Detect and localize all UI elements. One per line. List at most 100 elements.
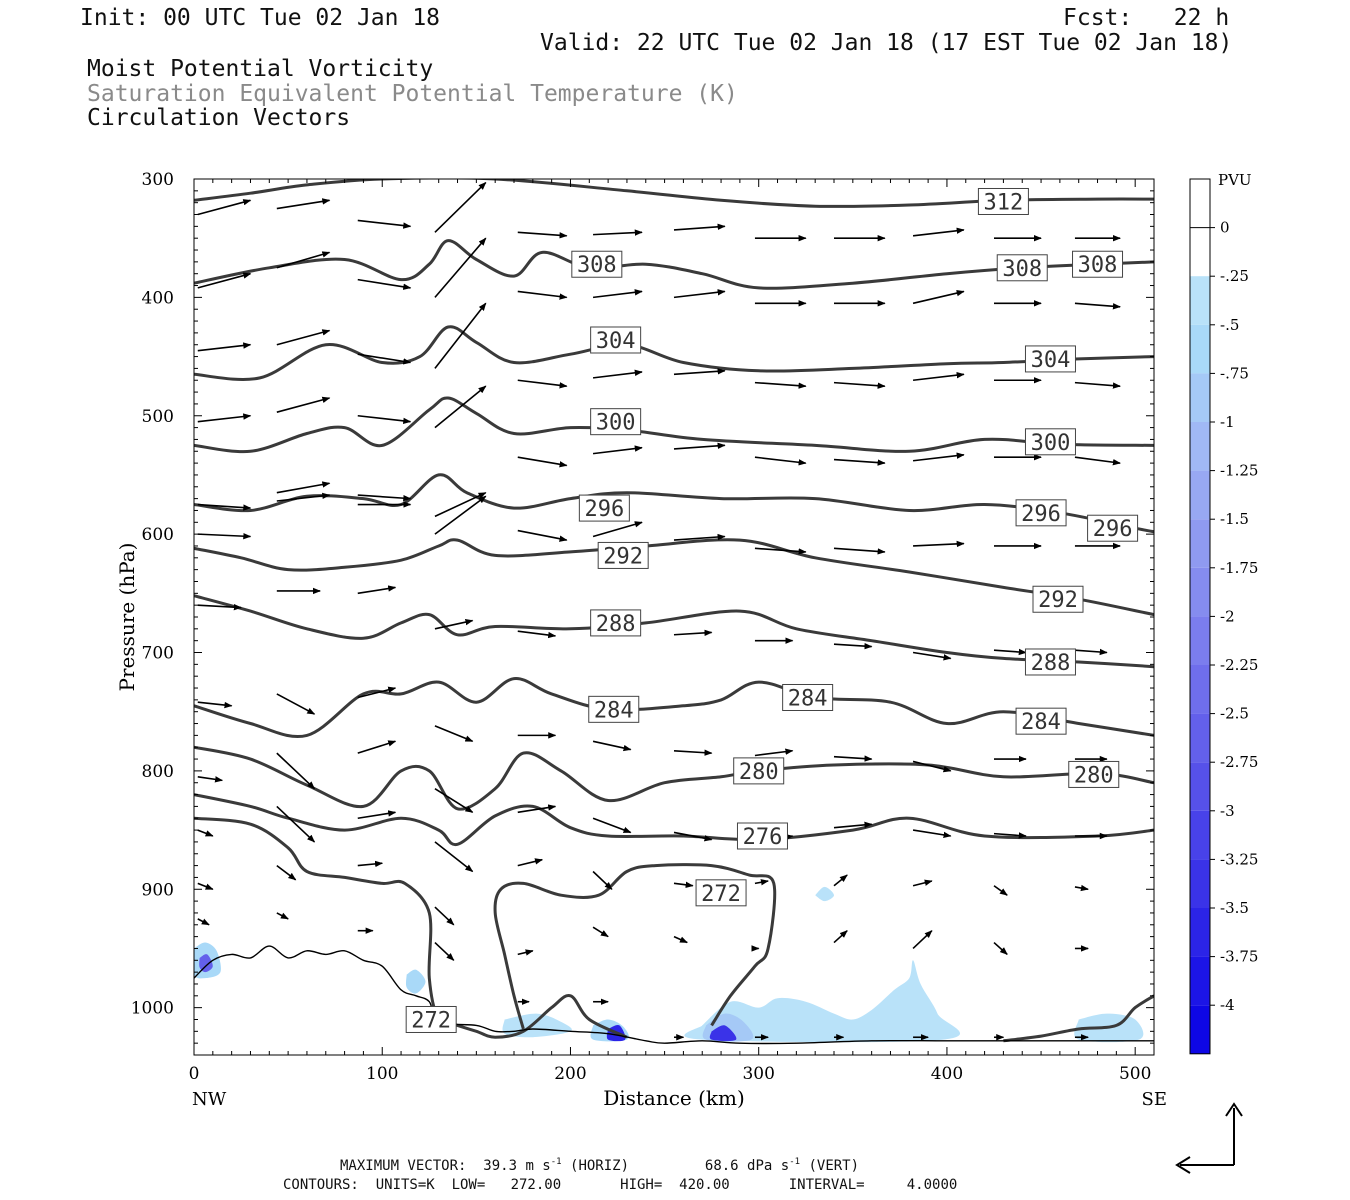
contour-label: 292	[603, 544, 643, 569]
colorbar-label: -3	[1220, 802, 1235, 820]
contour-label: 296	[584, 497, 624, 522]
vector	[434, 941, 455, 961]
vector	[357, 278, 412, 290]
vector	[593, 229, 643, 236]
colorbar-swatch	[1190, 276, 1210, 325]
contour-label-box	[1068, 760, 1120, 788]
vector	[517, 529, 568, 542]
pv-region-2	[405, 969, 426, 994]
contour-label-box	[977, 187, 1029, 215]
contour-label: 304	[596, 329, 636, 354]
max-vector-note: MAXIMUM VECTOR: 39.3 m s-1 (HORIZ) 68.6 …	[340, 1157, 859, 1174]
y-tick-label: 900	[142, 880, 174, 900]
colorbar-unit: PVU	[1218, 171, 1252, 189]
colorbar-swatch	[1190, 859, 1210, 908]
contour-296-4	[194, 473, 1154, 534]
vector	[592, 817, 632, 834]
vector	[357, 414, 412, 425]
colorbar-swatch	[1190, 373, 1210, 422]
vector	[673, 831, 713, 842]
vector	[434, 181, 487, 233]
vector	[592, 521, 643, 538]
vector	[592, 870, 613, 890]
vector	[276, 805, 316, 843]
contour-280-8	[194, 745, 1154, 811]
colorbar-swatch	[1190, 762, 1210, 811]
colorbar-swatch	[1190, 227, 1210, 277]
contour-label-box	[1087, 514, 1139, 542]
vector	[434, 725, 474, 743]
contour-label: 300	[1031, 431, 1071, 456]
colorbar-label: -1.5	[1220, 510, 1249, 528]
y-tick-label: 300	[142, 170, 174, 190]
max-horiz-tail: (HORIZ)	[570, 1158, 630, 1174]
pv-shading-layer	[194, 886, 1144, 1043]
vector	[276, 481, 331, 494]
vector	[197, 603, 242, 611]
vector	[592, 369, 643, 379]
vector	[1074, 456, 1121, 466]
init-time: Init: 00 UTC Tue 02 Jan 18	[80, 5, 441, 31]
y-tick-label: 700	[142, 644, 174, 664]
contour-label-box	[597, 541, 649, 569]
vector	[276, 693, 316, 715]
reference-vector-icon	[1175, 1102, 1243, 1174]
contour-label: 308	[1002, 257, 1042, 282]
contour-label-box	[733, 757, 785, 785]
contour-label-box	[590, 408, 642, 436]
terrain	[194, 945, 1154, 1045]
vector	[517, 630, 557, 639]
colorbar-label: -2.75	[1220, 753, 1258, 771]
vector	[276, 329, 331, 346]
vector	[357, 353, 412, 365]
colorbar-swatch	[1190, 956, 1210, 1006]
vector	[912, 879, 933, 887]
contour-label-box	[736, 822, 788, 850]
contour-label-box	[405, 1005, 457, 1033]
vector	[197, 701, 233, 709]
vector	[592, 289, 643, 299]
contour-300-3	[194, 396, 1154, 454]
x-tick-label: 500	[1119, 1064, 1151, 1084]
exp-v: -1	[789, 1157, 801, 1167]
vector	[993, 885, 1008, 896]
vector	[754, 748, 794, 757]
contour-label: 308	[577, 253, 617, 278]
vector	[993, 832, 1027, 839]
colorbar-swatch	[1190, 179, 1210, 228]
vector	[592, 445, 643, 455]
x-tick-label: 100	[366, 1064, 398, 1084]
contour-label: 296	[1093, 517, 1133, 542]
colorbar-label: -3.5	[1220, 899, 1249, 917]
colorbar-swatch	[1190, 810, 1210, 860]
terrain-line	[194, 945, 1154, 1045]
contour-labels: 312 308 308 308 304 304 300 300 296 296 296 292 292 2…	[405, 187, 1139, 1033]
vector	[197, 199, 252, 216]
vector	[592, 926, 609, 938]
vector	[592, 740, 632, 752]
theta-es-contours	[194, 179, 1154, 1043]
vector	[197, 918, 210, 926]
vector	[517, 290, 568, 300]
y-tick-label: 500	[142, 407, 174, 427]
contour-288-6	[194, 594, 1154, 669]
vector	[434, 385, 487, 429]
colorbar-swatch	[1190, 665, 1210, 714]
colorbar-label: -2.25	[1220, 656, 1258, 674]
vector	[833, 874, 848, 887]
contour-label: 300	[596, 411, 636, 436]
vector	[434, 906, 455, 926]
vector	[993, 648, 1027, 656]
x-tick-label: 300	[742, 1064, 774, 1084]
vector	[357, 810, 397, 820]
forecast-hour: Fcst: 22 h	[1063, 5, 1230, 31]
contour-292-5	[194, 538, 1154, 617]
plot-frame	[193, 178, 1155, 1056]
colorbar-label: -4	[1220, 996, 1235, 1014]
contour-label: 284	[788, 686, 828, 711]
pv-colorbar: PVU 0 -.25 -.5 -.75 -1 -1.25 -1.5 -1.75 -2 -2.25 -2…	[1189, 171, 1258, 1055]
x-tick-label: 0	[189, 1064, 200, 1084]
vector	[673, 533, 726, 541]
vector	[993, 941, 1008, 955]
vector	[197, 413, 252, 423]
